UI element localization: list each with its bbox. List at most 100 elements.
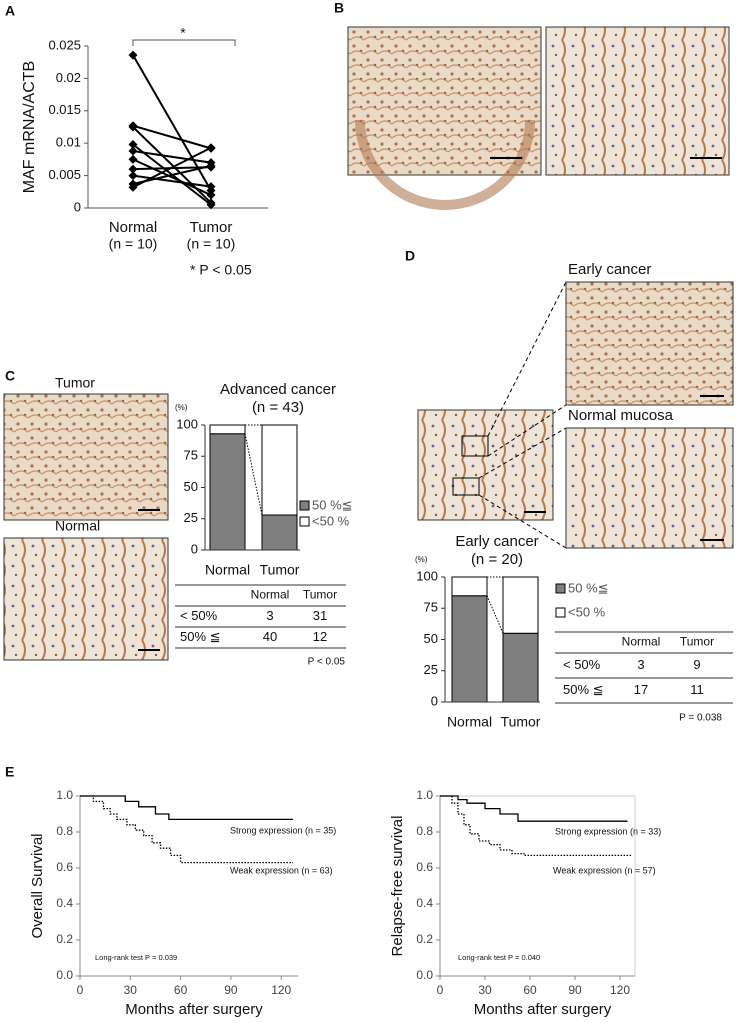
bar-segment — [261, 424, 298, 516]
legend-swatch — [299, 500, 310, 511]
y-tick-label: 25 — [184, 510, 198, 525]
x-tick-label: Tumor — [190, 219, 233, 236]
x-tick-label: 0 — [437, 983, 444, 997]
legend-label: <50 % — [568, 604, 606, 619]
y-tick-label: 0.01 — [56, 135, 81, 150]
y-axis-label: MAF mRNA/ACTB — [21, 61, 38, 193]
y-tick-label: 1.0 — [416, 788, 433, 802]
point — [128, 139, 138, 149]
y-axis-label: Relapse-free survival — [389, 816, 406, 957]
point — [128, 50, 138, 60]
x-tick-sublabel: (n = 10) — [109, 236, 158, 252]
curve-label: Strong expression (n = 35) — [230, 825, 336, 835]
y-tick-label: 0.4 — [56, 896, 73, 910]
x-tick-label: Normal — [447, 714, 492, 730]
legend-swatch — [299, 516, 310, 527]
legend-label: 50 %≦ — [568, 580, 609, 595]
panel-letter: B — [334, 0, 344, 16]
bar-segment — [502, 576, 539, 634]
survival-curve — [440, 795, 632, 857]
pair-line — [132, 174, 212, 188]
significance-bracket — [132, 39, 236, 46]
histology-image — [347, 26, 542, 176]
y-tick-label: 50 — [184, 479, 198, 494]
x-axis-label: Months after surgery — [474, 1001, 612, 1018]
table-note: P = 0.038 — [679, 713, 722, 724]
x-tick-label: Normal — [109, 219, 157, 236]
bar-segment — [261, 514, 298, 551]
table-cell: 31 — [313, 608, 327, 623]
zoom-line — [478, 494, 567, 549]
x-tick-label: 0 — [77, 983, 84, 997]
y-tick-label: 0.2 — [416, 932, 433, 946]
point — [206, 182, 216, 192]
image-label: Tumor — [55, 375, 95, 391]
bar-segment — [451, 576, 488, 597]
table-row-label: 50% ≦ — [563, 682, 604, 697]
table-note: P < 0.05 — [308, 657, 346, 668]
x-axis-label: Months after surgery — [125, 1001, 263, 1018]
point — [128, 154, 138, 164]
note: * P < 0.05 — [190, 262, 252, 278]
x-tick-label: 120 — [271, 983, 291, 997]
histology-image — [565, 281, 734, 406]
table-header: Tumor — [303, 588, 337, 602]
y-tick-label: 1.0 — [56, 788, 73, 802]
point — [128, 146, 138, 156]
histology-image — [565, 427, 734, 549]
significance: * — [180, 25, 186, 41]
y-tick-label: 0.4 — [416, 896, 433, 910]
y-unit: (%) — [175, 403, 188, 412]
zoom-box — [461, 435, 489, 457]
legend-swatch — [555, 607, 566, 618]
y-tick-label: 100 — [176, 416, 198, 431]
point — [128, 182, 138, 192]
y-tick-label: 0.005 — [48, 167, 81, 182]
table-row-label: < 50% — [180, 608, 218, 623]
survival-curve — [80, 795, 293, 821]
table-row-label: < 50% — [563, 657, 601, 672]
y-tick-label: 75 — [184, 448, 198, 463]
histology-image — [545, 26, 730, 176]
y-tick-label: 0.2 — [56, 932, 73, 946]
x-tick-label: 30 — [124, 983, 138, 997]
point — [206, 200, 216, 210]
connector — [244, 433, 263, 516]
zoom-box — [452, 477, 480, 496]
y-tick-label: 0.6 — [416, 860, 433, 874]
histology-image — [3, 393, 169, 521]
legend-swatch — [555, 583, 566, 594]
point — [206, 143, 216, 153]
table-cell: 17 — [634, 682, 648, 697]
chart-title: Early cancer — [455, 533, 538, 550]
table-header: Normal — [622, 635, 661, 649]
survival-curve — [440, 795, 628, 822]
plot-frame — [439, 795, 636, 977]
point — [206, 161, 216, 171]
table-cell: 11 — [690, 682, 704, 697]
x-tick-label: Tumor — [260, 562, 300, 578]
bar-segment — [451, 595, 488, 703]
pair-line — [132, 146, 212, 189]
table-cell: 3 — [266, 608, 273, 623]
y-tick-label: 0.0 — [416, 968, 433, 982]
image-label: Early cancer — [568, 261, 651, 278]
image-label: Normal — [55, 518, 100, 534]
chart-subtitle: (n = 20) — [471, 551, 523, 568]
point — [128, 122, 138, 132]
x-tick-label: 60 — [523, 983, 537, 997]
x-tick-sublabel: (n = 10) — [187, 236, 236, 252]
table-header: Normal — [251, 588, 290, 602]
x-tick-label: 90 — [568, 983, 582, 997]
legend-label: <50 % — [312, 513, 350, 528]
histology-image — [3, 537, 169, 661]
y-tick-label: 0 — [191, 541, 198, 556]
x-tick-label: 60 — [174, 983, 188, 997]
chart-title: Advanced cancer — [220, 381, 336, 398]
x-tick-label: Tumor — [501, 714, 541, 730]
pair-line — [132, 149, 212, 164]
y-tick-label: 0.0 — [56, 968, 73, 982]
curve-label: Strong expression (n = 33) — [555, 826, 661, 836]
pair-line — [132, 158, 212, 196]
